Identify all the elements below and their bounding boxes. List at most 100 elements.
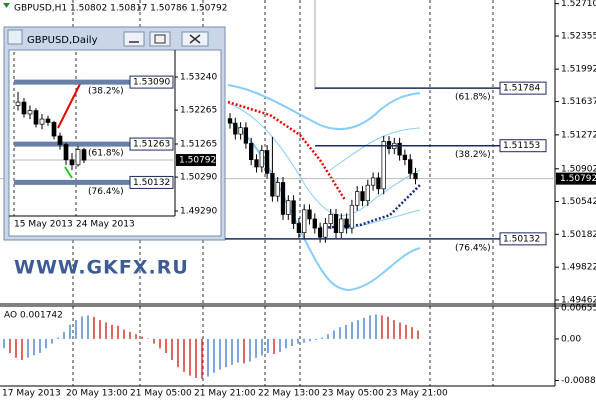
current-price-box (556, 172, 596, 185)
y-tick-label: 1.50182 (561, 230, 596, 240)
fib-price-box (129, 75, 174, 89)
y-tick-label: 1.52265 (180, 106, 217, 116)
candle-body (233, 122, 238, 135)
y-tick-label: -0.00884 (561, 376, 596, 386)
candle-body (280, 182, 286, 215)
fib-price: 1.53090 (133, 78, 170, 88)
y-tick-label: 0.006552 (561, 304, 596, 314)
y-tick-label: 1.50902 (561, 164, 596, 174)
candle-body (243, 127, 249, 144)
y-tick-label: 1.51272 (561, 130, 596, 140)
candle-body (312, 218, 317, 229)
y-tick-label: 1.51265 (180, 139, 217, 149)
x-tick-label: 20 May 13:00 (66, 389, 128, 399)
candle-body (33, 110, 39, 125)
candle-body (238, 127, 243, 135)
y-tick-label: 1.49822 (561, 263, 596, 273)
candle-body (355, 191, 360, 206)
candle-body (296, 223, 302, 234)
x-tick-label: 17 May 2013 (2, 389, 61, 399)
y-tick-label: 1.53240 (180, 73, 217, 83)
candle-body (264, 150, 270, 174)
candle-body (275, 182, 280, 197)
y-tick-label: 1.51992 (561, 65, 596, 75)
candle-body (365, 184, 370, 202)
candle-body (328, 214, 333, 224)
fib-price: 1.51784 (503, 84, 540, 94)
candle-body (360, 191, 365, 202)
fib-price: 1.50132 (133, 178, 170, 188)
y-tick-label: 1.50542 (561, 197, 596, 207)
candle-body (254, 159, 259, 168)
expand-icon[interactable] (3, 3, 10, 8)
fib-price: 1.51153 (503, 141, 540, 151)
fib-price-box (499, 139, 547, 153)
candle-body (349, 204, 355, 229)
candle-body (413, 173, 418, 180)
x-tick-label: 21 May 21:00 (194, 389, 256, 399)
candle-body (45, 118, 51, 123)
y-tick-label: 1.49290 (180, 206, 217, 216)
minimize-button[interactable] (123, 31, 145, 47)
fib-price-box (129, 175, 174, 189)
candle-body (15, 101, 21, 106)
y-tick-label: 1.51637 (561, 97, 596, 107)
candle-body (323, 223, 328, 238)
candle-body (402, 154, 408, 161)
y-tick-label: 1.52355 (561, 32, 596, 42)
candle-body (57, 135, 63, 145)
x-tick-label: 22 May 13:00 (258, 389, 320, 399)
candle-body (21, 101, 27, 115)
candle-body (39, 118, 45, 125)
fib-level: (76.4%) (88, 187, 124, 197)
candle-body (307, 209, 312, 220)
candle-body (339, 218, 344, 234)
maximize-button[interactable] (149, 31, 171, 47)
current-price-box (176, 154, 216, 167)
candle-body (397, 142, 402, 156)
x-tick-label: 24 May 2013 (76, 220, 135, 230)
candle-body (286, 200, 291, 215)
candle-body (344, 218, 349, 229)
x-tick-label: 23 May 21:00 (386, 389, 448, 399)
current-price-label: 1.50792 (560, 174, 596, 184)
ao-title: AO 0.001742 (4, 311, 63, 321)
candles (227, 113, 418, 243)
candle-body (333, 214, 339, 234)
fib-price-box (499, 81, 547, 95)
candle-body (270, 173, 275, 197)
candle-body (69, 159, 75, 166)
candle-body (376, 177, 381, 190)
fib-level: (38.2%) (455, 150, 491, 160)
candle-body (75, 149, 81, 166)
candle-body (317, 227, 323, 238)
window-icon (7, 29, 23, 45)
candle-body (259, 150, 264, 168)
fib-price-box (499, 232, 547, 246)
fib-price: 1.51263 (133, 140, 170, 150)
fib-level: (61.8%) (88, 149, 124, 159)
y-tick-label: 0.00 (561, 334, 581, 344)
fib-level: (38.2%) (88, 87, 124, 97)
inset-trend (64, 166, 73, 179)
watermark: WWW.GKFX.RU (14, 257, 189, 279)
inset-window[interactable]: GBPUSD,Daily 1.53240 1.52265 1.51265 1.5029… (3, 26, 226, 241)
candle-body (249, 142, 254, 161)
candle-body (227, 118, 233, 124)
inset-title: GBPUSD,Daily (27, 35, 98, 46)
fib-level: (61.8%) (455, 93, 491, 103)
y-tick-label: 1.49462 (561, 295, 596, 305)
candle-body (27, 110, 33, 115)
candle-body (63, 144, 69, 161)
y-tick-label: 1.52710 (561, 0, 596, 9)
inset-trend (57, 79, 83, 129)
window-title: GBPUSD,H1 1.50802 1.50817 1.50786 1.5079… (14, 4, 227, 14)
fib-level: (76.4%) (455, 243, 491, 253)
x-tick-label: 15 May 2013 (14, 220, 73, 230)
candle-body (291, 200, 296, 224)
fib-price: 1.50132 (503, 234, 540, 244)
fib-price-box (129, 137, 174, 151)
candle-body (302, 209, 307, 234)
candle-body (81, 149, 87, 161)
